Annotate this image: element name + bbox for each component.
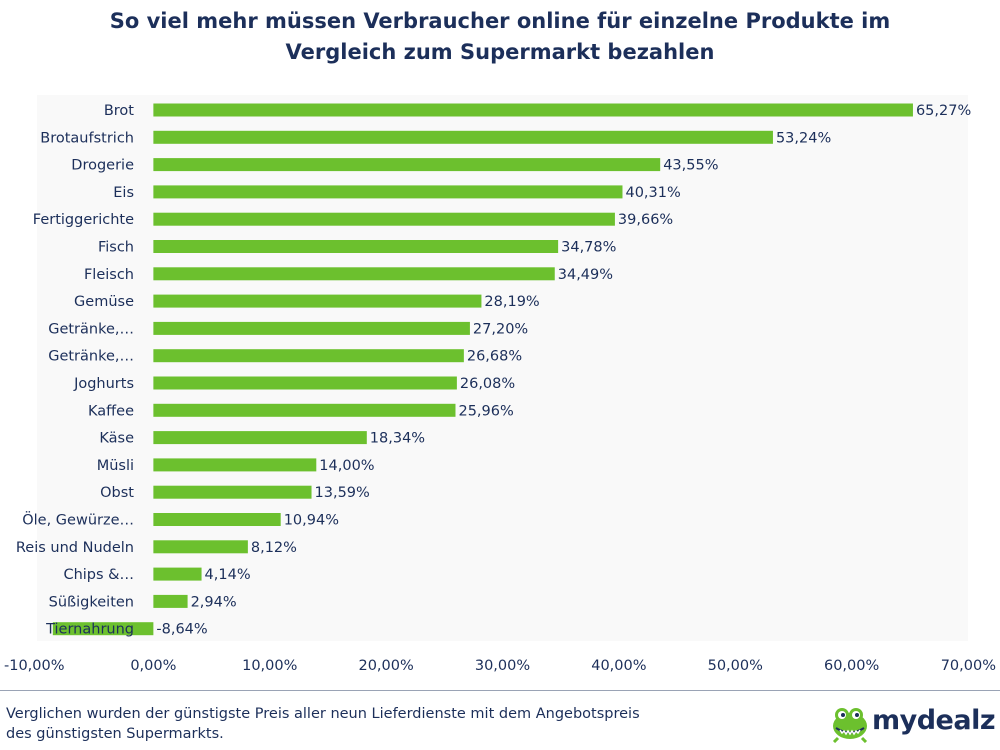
bar <box>153 240 559 253</box>
value-label: 43,55% <box>663 158 718 174</box>
bar <box>153 540 248 554</box>
bar <box>153 294 482 308</box>
bar <box>153 267 555 281</box>
value-label: 26,68% <box>467 349 522 365</box>
bars-layer <box>52 103 913 636</box>
category-label: Fertiggerichte <box>33 212 134 228</box>
x-axis-ticks: -10,00% 0,00% 10,00% 20,00% 30,00% 40,00% 50,0… <box>4 658 996 674</box>
value-label: 13,59% <box>315 485 370 501</box>
chart-title: So viel mehr müssen Verbraucher online f… <box>0 6 1000 68</box>
labels-layer: Brot 65,27% Brotaufstrich 53,24% Drogerie 43,… <box>16 103 971 638</box>
category-label: Kaffee <box>88 403 134 419</box>
footnote: Verglichen wurden der günstigste Preis a… <box>6 704 706 744</box>
plot-area <box>37 95 968 641</box>
category-label: Joghurts <box>73 376 134 392</box>
category-label: Getränke,… <box>48 349 134 365</box>
category-label: Süßigkeiten <box>49 594 134 610</box>
bar <box>153 349 464 363</box>
footer-divider <box>0 690 1000 691</box>
category-label: Reis und Nudeln <box>16 540 134 556</box>
category-label: Eis <box>113 185 134 201</box>
bar <box>153 485 312 499</box>
value-label: -8,64% <box>156 622 207 638</box>
category-label: Käse <box>99 431 134 447</box>
value-label: 18,34% <box>370 431 425 447</box>
footnote-line-1: Verglichen wurden der günstigste Preis a… <box>6 706 640 722</box>
value-label: 8,12% <box>251 540 297 556</box>
bar <box>153 212 615 226</box>
value-label: 34,49% <box>558 267 613 283</box>
category-label: Obst <box>100 485 134 501</box>
footnote-line-2: des günstigsten Supermarkts. <box>6 726 224 742</box>
value-label: 14,00% <box>319 458 374 474</box>
bar <box>153 567 202 581</box>
value-label: 10,94% <box>284 513 339 529</box>
bar <box>153 458 317 472</box>
chart-title-line-2: Vergleich zum Supermarkt bezahlen <box>285 40 715 64</box>
bar <box>153 513 281 526</box>
bar <box>153 403 456 417</box>
bar <box>153 376 457 390</box>
category-label: Getränke,… <box>48 321 134 337</box>
value-label: 53,24% <box>776 130 831 146</box>
bar <box>153 158 661 172</box>
x-tick-label: 50,00% <box>708 658 763 674</box>
category-label: Brot <box>104 103 134 119</box>
x-tick-label: 20,00% <box>358 658 413 674</box>
x-tick-label: 30,00% <box>475 658 530 674</box>
category-label: Fleisch <box>84 267 134 283</box>
x-tick-label: -10,00% <box>4 658 65 674</box>
x-tick-label: 70,00% <box>941 658 996 674</box>
chart-title-line-1: So viel mehr müssen Verbraucher online f… <box>109 9 891 33</box>
category-label: Tiernahrung <box>45 622 134 638</box>
bar-chart: Brot 65,27% Brotaufstrich 53,24% Drogerie 43,… <box>4 95 996 674</box>
crocodile-mascot-icon <box>832 708 868 743</box>
logo-text: mydealz <box>872 705 996 736</box>
value-label: 65,27% <box>916 103 971 119</box>
value-label: 26,08% <box>460 376 515 392</box>
value-label: 4,14% <box>205 567 251 583</box>
value-label: 39,66% <box>618 212 673 228</box>
x-tick-label: 60,00% <box>824 658 879 674</box>
value-label: 34,78% <box>561 240 616 256</box>
value-label: 40,31% <box>625 185 680 201</box>
value-label: 27,20% <box>473 321 528 337</box>
bar <box>52 622 154 636</box>
bar <box>153 594 188 608</box>
category-label: Drogerie <box>71 158 134 174</box>
category-label: Öle, Gewürze… <box>22 511 134 529</box>
category-label: Brotaufstrich <box>40 130 134 146</box>
category-label: Chips &… <box>63 567 134 583</box>
x-tick-label: 10,00% <box>242 658 297 674</box>
bar <box>153 130 773 144</box>
bar <box>153 321 470 335</box>
category-label: Müsli <box>97 458 134 474</box>
category-label: Gemüse <box>74 294 134 310</box>
bar <box>153 103 913 117</box>
x-tick-label: 40,00% <box>591 658 646 674</box>
bar <box>153 185 623 199</box>
value-label: 2,94% <box>191 594 237 610</box>
value-label: 28,19% <box>484 294 539 310</box>
x-tick-label: 0,00% <box>130 658 176 674</box>
category-label: Fisch <box>98 240 134 256</box>
bar <box>153 431 367 445</box>
mydealz-logo: mydealz <box>828 703 996 743</box>
value-label: 25,96% <box>458 403 513 419</box>
